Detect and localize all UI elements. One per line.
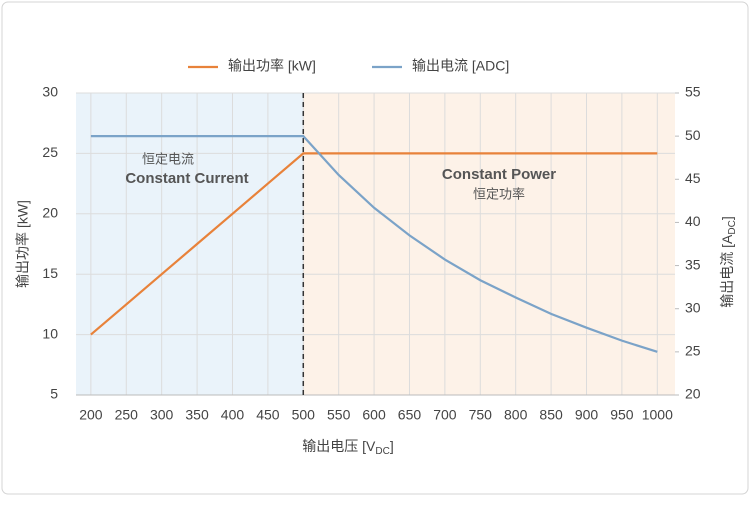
x-tick-label: 500 [292, 407, 316, 423]
x-tick-label: 400 [221, 407, 245, 423]
x-tick-label: 300 [150, 407, 174, 423]
y-tick-label: 10 [42, 325, 58, 341]
series-line [90, 152, 658, 336]
y2-axis-label-part: ] [719, 216, 735, 220]
y2-tick-label: 25 [685, 343, 701, 359]
x-tick-label: 850 [539, 407, 563, 423]
y2-tick-label: 30 [685, 299, 701, 315]
y2-tick-label: 45 [685, 170, 701, 186]
x-axis-label-part: 输出电压 [V [302, 438, 376, 454]
x-tick-label: 350 [185, 407, 209, 423]
y2-axis-label-part: DC [727, 220, 738, 234]
y-tick-label: 30 [42, 84, 58, 100]
y2-tick-label: 55 [685, 84, 701, 100]
legend-label: 输出功率 [kW] [228, 58, 316, 74]
x-tick-label: 550 [327, 407, 351, 423]
region-constant-current [76, 93, 304, 395]
y2-tick-label: 20 [685, 386, 701, 402]
y2-axis-label: 输出电流 [ADC] [719, 216, 738, 307]
x-axis-label: 输出电压 [VDC] [302, 438, 393, 457]
y-axis-label: 输出功率 [kW] [15, 200, 31, 288]
x-axis-label-part: ] [390, 438, 394, 454]
y-tick-label: 20 [42, 205, 58, 221]
y2-tick-label: 50 [685, 127, 701, 143]
x-tick-label: 900 [575, 407, 599, 423]
region-constant-power [303, 93, 675, 395]
y-tick-label: 25 [42, 144, 58, 160]
x-tick-label: 250 [115, 407, 139, 423]
x-tick-label: 450 [256, 407, 280, 423]
annotation: Constant Power [442, 166, 556, 183]
legend-label: 输出电流 [ADC] [412, 58, 509, 74]
y2-tick-label: 35 [685, 256, 701, 272]
annotation: 恒定电流 [142, 151, 194, 166]
annotation: 恒定功率 [473, 186, 525, 201]
x-tick-label: 700 [433, 407, 457, 423]
y2-tick-label: 40 [685, 213, 701, 229]
annotation: Constant Current [125, 170, 248, 187]
x-tick-label: 800 [504, 407, 528, 423]
y-tick-label: 5 [50, 386, 58, 402]
x-tick-label: 600 [362, 407, 386, 423]
x-axis-label-part: DC [375, 446, 389, 457]
x-tick-label: 650 [398, 407, 422, 423]
y-tick-label: 15 [42, 265, 58, 281]
x-tick-label: 200 [79, 407, 103, 423]
series-line [90, 135, 658, 353]
x-tick-label: 950 [610, 407, 634, 423]
y2-axis-label-part: 输出电流 [A [719, 234, 735, 308]
x-tick-label: 750 [469, 407, 493, 423]
x-tick-label: 1000 [642, 407, 673, 423]
